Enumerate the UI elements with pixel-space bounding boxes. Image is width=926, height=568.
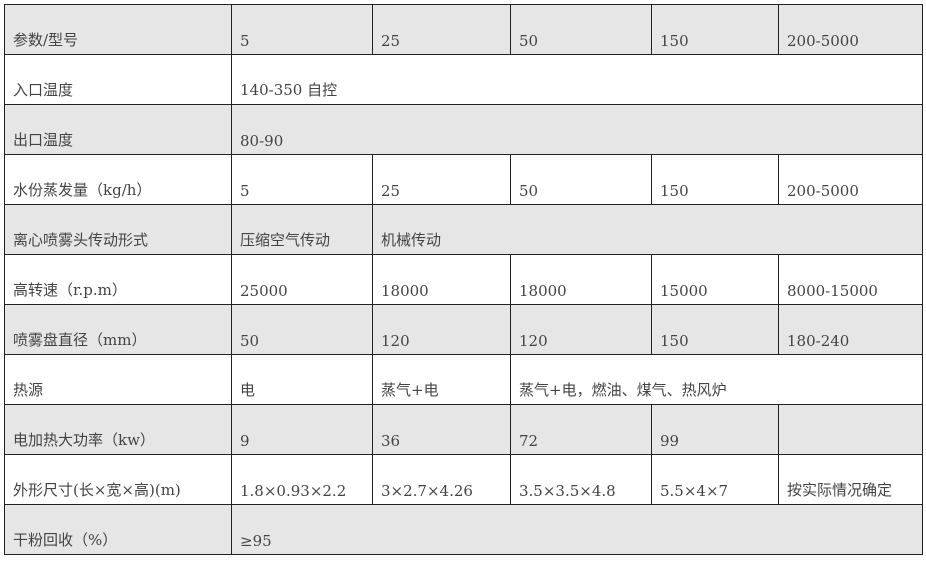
table-row: 电加热大功率（kw） 9 36 72 99 bbox=[4, 404, 923, 455]
table-cell: 99 bbox=[651, 404, 779, 455]
table-cell: 8000-15000 bbox=[778, 254, 923, 305]
row-label: 外形尺寸(长×宽×高)(m) bbox=[4, 454, 232, 505]
table-cell: 25 bbox=[372, 4, 511, 55]
table-cell: 15000 bbox=[651, 254, 779, 305]
table-cell: 18000 bbox=[372, 254, 511, 305]
row-label: 出口温度 bbox=[4, 104, 232, 155]
row-label: 电加热大功率（kw） bbox=[4, 404, 232, 455]
row-label: 入口温度 bbox=[4, 54, 232, 105]
table-cell: 50 bbox=[231, 304, 373, 355]
table-cell: 120 bbox=[372, 304, 511, 355]
table-cell: 200-5000 bbox=[778, 4, 923, 55]
table-cell: 200-5000 bbox=[778, 154, 923, 205]
table-row: 出口温度 80-90 bbox=[4, 104, 923, 155]
row-label: 高转速（r.p.m） bbox=[4, 254, 232, 305]
table-row: 高转速（r.p.m） 25000 18000 18000 15000 8000-15000 bbox=[4, 254, 923, 305]
table-cell: 5 bbox=[231, 154, 373, 205]
row-label: 热源 bbox=[4, 354, 232, 405]
table-cell: 电 bbox=[231, 354, 373, 405]
table-cell: 按实际情况确定 bbox=[778, 454, 923, 505]
row-label: 水份蒸发量（kg/h） bbox=[4, 154, 232, 205]
table-cell: 5 bbox=[231, 4, 373, 55]
table-row: 离心喷雾头传动形式 压缩空气传动 机械传动 bbox=[4, 204, 923, 255]
table-cell: 120 bbox=[510, 304, 652, 355]
table-row: 入口温度 140-350 自控 bbox=[4, 54, 923, 105]
table-cell: 25 bbox=[372, 154, 511, 205]
table-cell: 3.5×3.5×4.8 bbox=[510, 454, 652, 505]
table-cell: 50 bbox=[510, 4, 652, 55]
table-row: 外形尺寸(长×宽×高)(m) 1.8×0.93×2.2 3×2.7×4.26 3.5×… bbox=[4, 454, 923, 505]
table-row: 干粉回收（%） ≥95 bbox=[4, 504, 923, 555]
table-cell: 蒸气+电，燃油、煤气、热风炉 bbox=[510, 354, 923, 405]
table-cell: 80-90 bbox=[231, 104, 923, 155]
table-cell: 140-350 自控 bbox=[231, 54, 923, 105]
table-cell: 36 bbox=[372, 404, 511, 455]
table-cell: 压缩空气传动 bbox=[231, 204, 373, 255]
row-label: 离心喷雾头传动形式 bbox=[4, 204, 232, 255]
row-label: 干粉回收（%） bbox=[4, 504, 232, 555]
table-cell bbox=[778, 404, 923, 455]
table-cell: 9 bbox=[231, 404, 373, 455]
table-cell: 150 bbox=[651, 304, 779, 355]
table-row: 水份蒸发量（kg/h） 5 25 50 150 200-5000 bbox=[4, 154, 923, 205]
spec-table: 参数/型号 5 25 50 150 200-5000 入口温度 140-350 自控 出口温度 8… bbox=[4, 4, 923, 555]
table-cell: 18000 bbox=[510, 254, 652, 305]
row-label: 喷雾盘直径（mm） bbox=[4, 304, 232, 355]
table-row: 喷雾盘直径（mm） 50 120 120 150 180-240 bbox=[4, 304, 923, 355]
table-cell: 72 bbox=[510, 404, 652, 455]
table-row: 参数/型号 5 25 50 150 200-5000 bbox=[4, 4, 923, 55]
row-label: 参数/型号 bbox=[4, 4, 232, 55]
table-cell: 150 bbox=[651, 4, 779, 55]
table-cell: 蒸气+电 bbox=[372, 354, 511, 405]
table-cell: 50 bbox=[510, 154, 652, 205]
table-cell: 1.8×0.93×2.2 bbox=[231, 454, 373, 505]
table-cell: 180-240 bbox=[778, 304, 923, 355]
table-cell: 150 bbox=[651, 154, 779, 205]
table-cell: 机械传动 bbox=[372, 204, 923, 255]
table-cell: 25000 bbox=[231, 254, 373, 305]
table-cell: ≥95 bbox=[231, 504, 923, 555]
table-cell: 3×2.7×4.26 bbox=[372, 454, 511, 505]
table-cell: 5.5×4×7 bbox=[651, 454, 779, 505]
table-row: 热源电蒸气+电 蒸气+电，燃油、煤气、热风炉 bbox=[4, 354, 923, 405]
